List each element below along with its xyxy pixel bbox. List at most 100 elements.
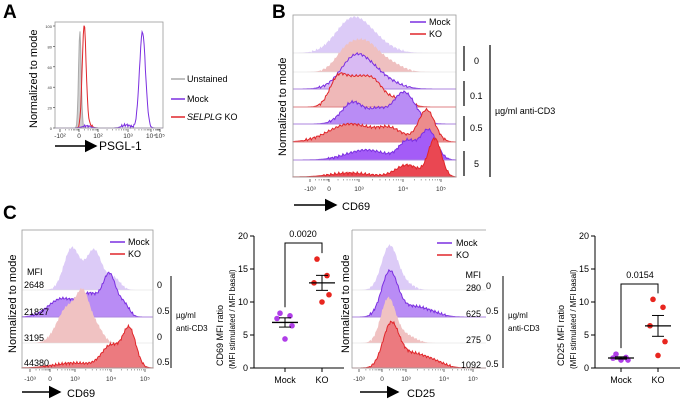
c2-dose: 0.5 <box>486 359 499 369</box>
ko-histogram <box>293 71 456 108</box>
ko-histogram <box>292 107 457 143</box>
legend-ko: SELPLG KO <box>187 112 238 122</box>
tick-label: 10⁵ <box>436 186 446 193</box>
legend-ko: KO <box>429 29 442 39</box>
data-point <box>289 322 295 329</box>
c2-plot-frame <box>351 230 486 369</box>
tick-label: 60 <box>48 65 53 70</box>
tick-label: 10⁴ <box>106 376 116 383</box>
b-dose-5: 5 <box>474 159 479 169</box>
dot1-p-value: 0.0020 <box>289 229 317 239</box>
y-tick-label: 10 <box>579 297 589 307</box>
c1-dose: 0.5 <box>157 306 170 316</box>
b-axis-ticks: -10³ 0 10³ 10⁴ 10⁵ <box>304 179 446 193</box>
panel-c-cd69-histogram: C Normalized to mode -10³ 0 10³ 10⁴ 10⁵ MFI … <box>3 203 208 400</box>
data-point <box>326 291 332 298</box>
legend-mock: Mock <box>128 237 150 247</box>
dot2-p-value: 0.0154 <box>626 270 654 280</box>
b-legend: Mock KO <box>410 17 451 39</box>
tick-label: -10³ <box>353 376 365 383</box>
legend-ko: KO <box>128 249 141 259</box>
tick-label: 10³ <box>401 376 411 383</box>
c1-mfi-value: 21827 <box>24 307 49 317</box>
dot2-xtick-mock: Mock <box>610 375 632 385</box>
c2-xlabel: CD25 <box>407 388 435 400</box>
a-legend: Unstained Mock SELPLG KO <box>171 74 238 122</box>
c1-plot-frame <box>21 229 154 369</box>
legend-mock: Mock <box>456 238 478 248</box>
data-point <box>660 304 666 311</box>
c-cd25-ratio-dotplot: CD25 MFI ratio (MFI stimulated / MFI bas… <box>556 231 680 385</box>
ko-histogram <box>292 136 457 178</box>
legend-mock: Mock <box>187 94 209 104</box>
data-point <box>287 313 293 319</box>
c2-mfi-header: MFI <box>466 270 482 280</box>
legend-ko-suffix: KO <box>222 112 238 122</box>
c1-dose-unit: anti-CD3 <box>176 324 208 333</box>
tick-label: 20 <box>48 106 53 111</box>
b-dose-0-1: 0.1 <box>470 91 483 101</box>
c2-dose: 0 <box>486 281 491 291</box>
ko-histogram <box>21 323 154 369</box>
tick-label: -10³ <box>24 376 36 383</box>
tick-label: 0 <box>77 133 81 140</box>
legend-ko-gene: SELPLG <box>187 112 222 122</box>
b-dose-0-5: 0.5 <box>470 123 483 133</box>
y-tick-label: 20 <box>238 231 248 241</box>
mock-histogram <box>21 271 153 318</box>
c2-mfi-value: 1092 <box>461 360 481 370</box>
tick-label: 0 <box>327 186 331 193</box>
data-point <box>319 299 325 305</box>
b-ylabel: Normalized to mode <box>277 58 289 156</box>
tick-label: 0 <box>380 376 384 383</box>
data-point <box>662 338 668 345</box>
c1-legend: Mock KO <box>110 237 150 259</box>
a-ylabel: Normalized to mode <box>28 30 40 128</box>
panel-b: B Normalized to mode -10³ 0 10³ 10⁴ 10⁵ CD69… <box>272 2 555 213</box>
panel-label-a: A <box>3 2 17 23</box>
a-plot-frame <box>54 21 164 129</box>
c2-mfi-value: 275 <box>466 335 481 345</box>
tick-label: 10⁵ <box>155 133 165 140</box>
tick-label: 10⁴ <box>398 186 408 193</box>
c2-mfi-value: 280 <box>466 283 481 293</box>
c2-axis-ticks: -10³ 0 10³ 10⁴ 10⁵ <box>353 369 478 383</box>
b-dose-unit: µg/ml anti-CD3 <box>495 106 555 116</box>
dot2-ylabel-1: CD25 MFI ratio <box>556 305 566 366</box>
c1-ylabel: Normalized to mode <box>7 255 19 353</box>
y-tick-label: 20 <box>579 231 589 241</box>
tick-label: 80 <box>48 44 53 49</box>
data-point <box>650 296 656 303</box>
tick-label: -10³ <box>304 186 316 193</box>
tick-label: -10² <box>54 133 66 140</box>
significance-bracket <box>620 283 659 349</box>
mock-histogram <box>293 16 456 53</box>
ko-histogram <box>293 37 456 72</box>
dot2-ylabel-2: (MFI stimulated / MFI basal) <box>569 269 578 369</box>
unstained-histogram <box>55 31 163 129</box>
y-tick-label: 5 <box>584 330 589 340</box>
y-tick-label: 10 <box>238 297 248 307</box>
c1-axis-ticks: -10³ 0 10³ 10⁴ 10⁵ <box>24 369 150 383</box>
dot1-ylabel-1: CD69 MFI ratio <box>215 305 225 366</box>
c2-legend: Mock KO <box>437 238 478 260</box>
tick-label: 40 <box>48 85 53 90</box>
c1-mfi-value: 44380 <box>24 358 49 368</box>
tick-label: 100 <box>45 24 52 29</box>
data-point <box>282 336 288 342</box>
tick-label: 10³ <box>354 186 364 193</box>
c1-dose: 0.5 <box>157 357 170 367</box>
c1-mfi-header: MFI <box>27 267 43 277</box>
panel-c-cd25-histogram: Normalized to mode -10³ 0 10³ 10⁴ 10⁵ MFI 28… <box>340 229 540 400</box>
dot1-xtick-ko: KO <box>315 375 328 385</box>
mock-histogram <box>293 127 457 161</box>
c1-mfi-value: 2648 <box>24 280 44 290</box>
c2-dose: 0.5 <box>486 306 499 316</box>
c1-dose: 0 <box>157 280 162 290</box>
panel-label-b: B <box>272 2 286 23</box>
ko-histogram <box>22 287 153 343</box>
y-tick-label: 5 <box>243 330 248 340</box>
